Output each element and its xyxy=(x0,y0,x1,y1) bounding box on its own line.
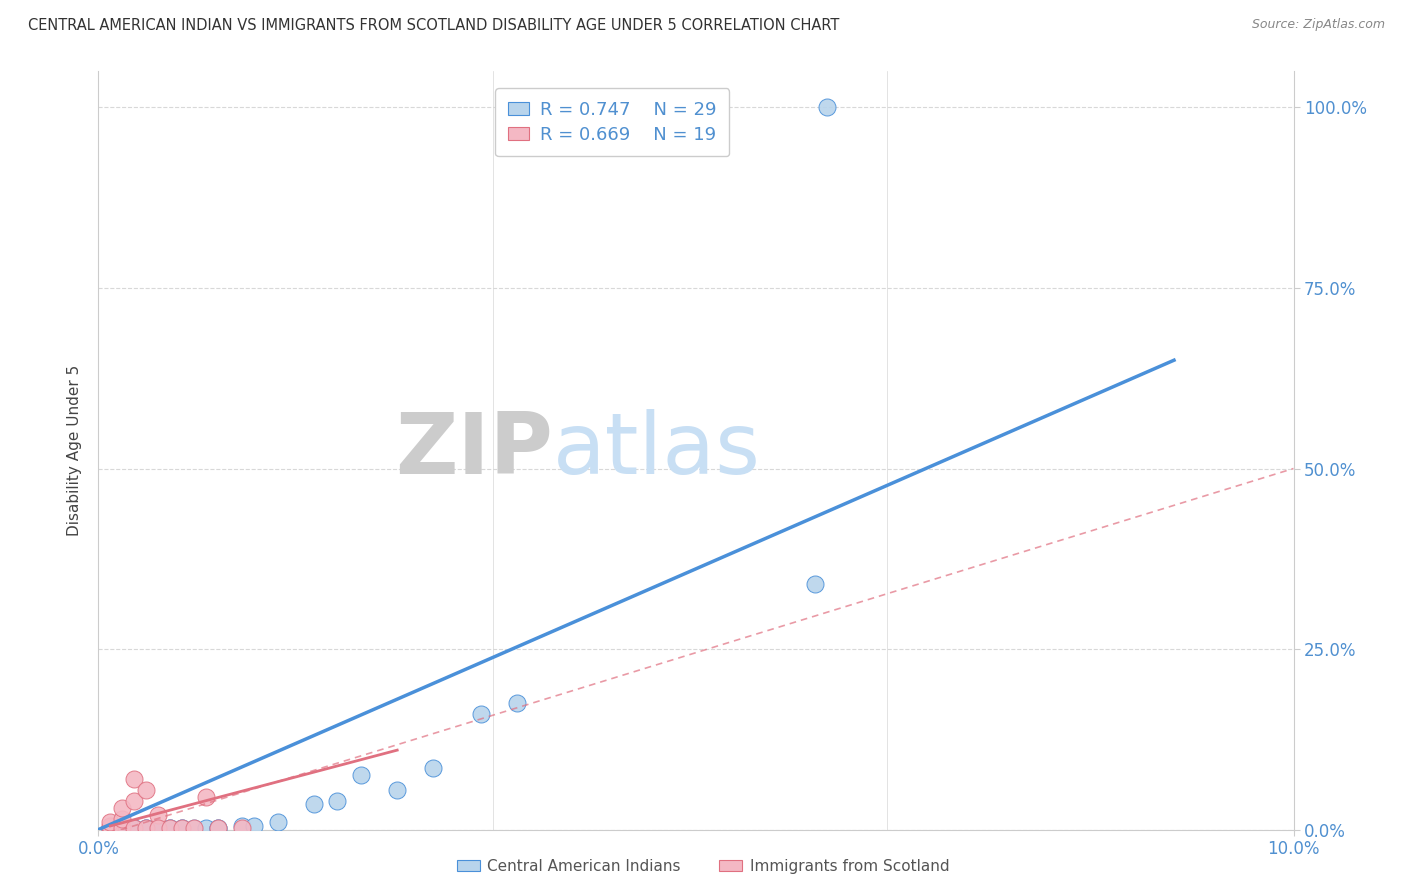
Point xyxy=(148,821,170,835)
Point xyxy=(207,821,229,835)
Point xyxy=(385,782,409,797)
Point xyxy=(326,794,349,808)
Point xyxy=(111,821,134,835)
Point xyxy=(267,815,290,830)
Point xyxy=(124,794,146,808)
Point xyxy=(98,821,122,835)
Point xyxy=(804,577,827,591)
Point xyxy=(350,768,373,782)
Point xyxy=(98,815,122,830)
Legend: Central American Indians, Immigrants from Scotland: Central American Indians, Immigrants fro… xyxy=(451,853,955,880)
Text: CENTRAL AMERICAN INDIAN VS IMMIGRANTS FROM SCOTLAND DISABILITY AGE UNDER 5 CORRE: CENTRAL AMERICAN INDIAN VS IMMIGRANTS FR… xyxy=(28,18,839,33)
Point xyxy=(124,772,146,786)
Point xyxy=(231,819,253,833)
Point xyxy=(98,821,122,835)
Point xyxy=(470,706,492,721)
Point xyxy=(207,821,229,835)
Point xyxy=(111,812,134,826)
Point xyxy=(422,761,444,775)
Y-axis label: Disability Age Under 5: Disability Age Under 5 xyxy=(67,365,83,536)
Point xyxy=(207,821,229,835)
Point xyxy=(135,821,157,835)
Point xyxy=(159,821,181,835)
Point xyxy=(135,782,157,797)
Text: ZIP: ZIP xyxy=(395,409,553,492)
Point xyxy=(148,821,170,835)
Point xyxy=(135,821,157,835)
Point xyxy=(98,821,122,835)
Point xyxy=(111,821,134,835)
Point xyxy=(98,819,122,833)
Text: Source: ZipAtlas.com: Source: ZipAtlas.com xyxy=(1251,18,1385,31)
Point xyxy=(195,821,218,835)
Point xyxy=(148,808,170,822)
Point xyxy=(124,821,146,835)
Point xyxy=(124,821,146,835)
Legend: R = 0.747    N = 29, R = 0.669    N = 19: R = 0.747 N = 29, R = 0.669 N = 19 xyxy=(495,88,730,156)
Point xyxy=(124,821,146,835)
Point xyxy=(243,819,266,833)
Point xyxy=(815,100,838,114)
Point xyxy=(183,821,205,835)
Point xyxy=(172,821,194,835)
Point xyxy=(506,696,529,710)
Point xyxy=(195,790,218,805)
Point xyxy=(159,821,181,835)
Point xyxy=(302,797,325,812)
Point xyxy=(172,821,194,835)
Point xyxy=(172,821,194,835)
Point xyxy=(111,821,134,835)
Point xyxy=(135,821,157,835)
Point xyxy=(111,801,134,815)
Point xyxy=(148,821,170,835)
Point xyxy=(183,821,205,835)
Point xyxy=(231,821,253,835)
Text: atlas: atlas xyxy=(553,409,761,492)
Point xyxy=(159,821,181,835)
